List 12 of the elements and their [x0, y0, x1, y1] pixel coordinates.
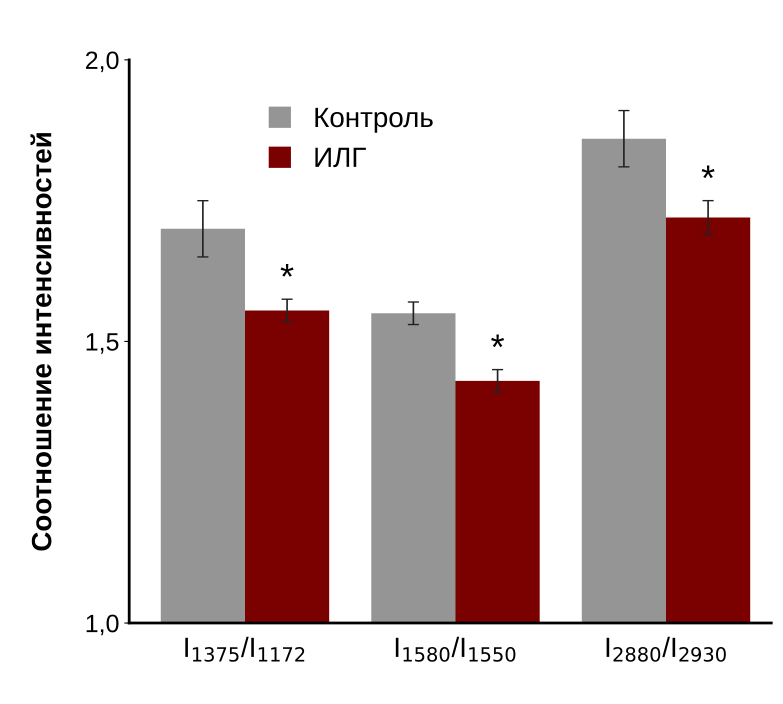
annotation: *: [702, 165, 715, 178]
x-tick-label: I$_{1580}$/I$_{1550}$: [396, 636, 516, 662]
annotation: *: [491, 334, 504, 348]
legend-label: Контроль: [315, 108, 433, 133]
y-axis-title: Соотношение интенсивностей: [30, 133, 52, 551]
legend-label: ИЛГ: [315, 148, 366, 168]
y-tick-label: 1,5: [86, 333, 118, 354]
x-tick-label: I$_{1375}$/I$_{1172}$: [185, 636, 304, 662]
y-tick-label: 1,0: [86, 614, 118, 636]
x-tick-label: I$_{2880}$/I$_{2930}$: [606, 636, 726, 662]
annotation: *: [280, 264, 294, 277]
y-tick-label: 2,0: [86, 51, 118, 72]
